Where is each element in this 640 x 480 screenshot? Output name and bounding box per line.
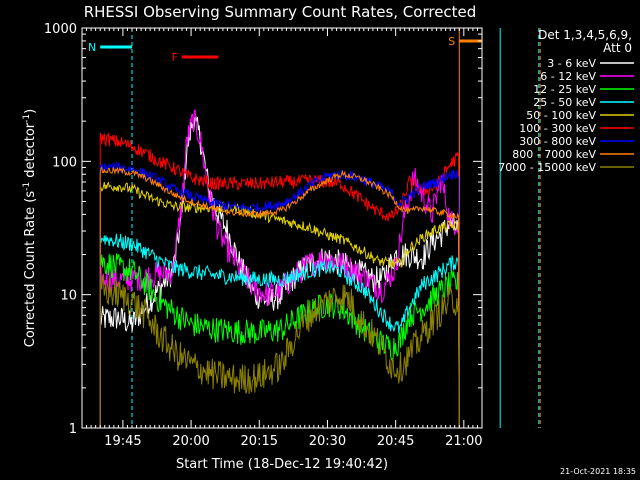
y-axis-label-main: Corrected Count Rate (s (23, 191, 38, 348)
markers-layer: N F S (88, 28, 541, 428)
series-line-8 (99, 274, 460, 429)
x-axis-label: Start Time (18-Dec-12 19:40:42) (176, 457, 388, 472)
flag-label-s: S (448, 35, 455, 48)
legend-entry-label: 800 - 7000 keV (512, 148, 596, 161)
chart-title: RHESSI Observing Summary Count Rates, Co… (84, 3, 477, 21)
x-tick-label: 20:00 (172, 434, 209, 449)
flag-label-f: F (172, 51, 178, 64)
series-line-2 (99, 253, 460, 429)
y-tick-label: 100 (52, 155, 77, 170)
y-tick-label: 1 (69, 422, 77, 437)
series-layer (99, 109, 460, 429)
axes-layer: 19:45 20:00 20:15 20:30 20:45 21:00 1 10 100 1000 (44, 22, 483, 449)
series-line-0 (99, 115, 460, 429)
y-axis-label-end: ) (23, 109, 38, 114)
y-axis-label-mid: detector (23, 122, 38, 182)
legend-header-line1: Det 1,3,4,5,6,9, (538, 28, 632, 42)
series-line-1 (99, 109, 460, 429)
legend-entry-label: 12 - 25 keV (533, 83, 596, 96)
legend-entry-label: 3 - 6 keV (547, 57, 596, 70)
legend-header-line2: Att 0 (603, 41, 632, 55)
y-axis-label-sup2: -1 (22, 114, 32, 123)
legend-entry-label: 50 - 100 keV (526, 109, 596, 122)
legend-entry-label: 100 - 300 keV (519, 122, 596, 135)
footer-date: 21-Oct-2021 18:35 (560, 467, 636, 476)
y-axis-label-sup1: -1 (22, 182, 32, 191)
series-line-3 (99, 233, 460, 429)
series-line-5 (99, 132, 460, 429)
y-axis-label: Corrected Count Rate (s-1 detector-1) (22, 109, 38, 347)
x-tick-label: 21:00 (445, 434, 482, 449)
x-tick-label: 20:45 (377, 434, 414, 449)
y-tick-label: 1000 (44, 22, 77, 37)
legend-entry-label: 6 - 12 keV (540, 70, 596, 83)
y-tick-label: 10 (60, 289, 77, 304)
series-line-4 (99, 181, 460, 429)
legend-entry-label: 25 - 50 keV (533, 96, 596, 109)
series-line-7 (99, 166, 460, 429)
x-tick-label: 19:45 (104, 434, 141, 449)
series-line-6 (99, 162, 460, 429)
legend-entry-label: 300 - 800 keV (519, 135, 596, 148)
flag-label-n: N (88, 41, 96, 54)
x-tick-label: 20:30 (309, 434, 346, 449)
legend-entry-label: 7000 - 15000 keV (498, 161, 596, 174)
x-tick-label: 20:15 (241, 434, 278, 449)
